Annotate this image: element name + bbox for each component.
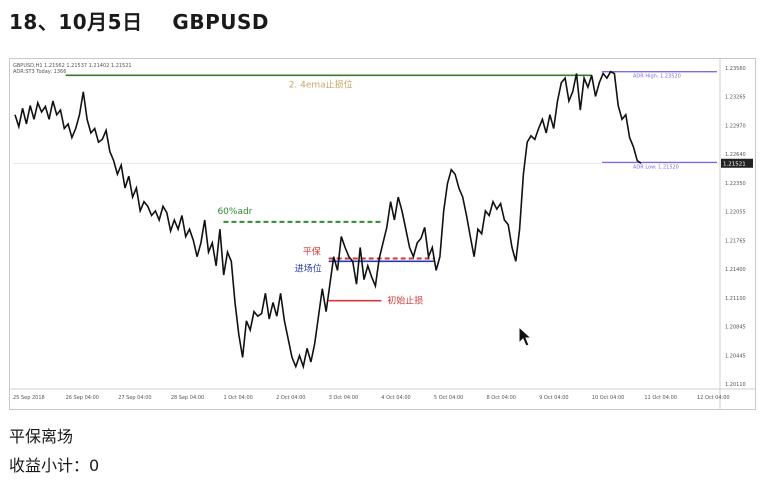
x-tick-label: 28 Sep 04:00 bbox=[171, 395, 204, 401]
price-chart: GBPUSD,H1 1.21562 1.21537 1.21402 1.2152… bbox=[9, 58, 756, 410]
x-tick-label: 11 Oct 04:00 bbox=[644, 395, 677, 401]
page-title: 18、10月5日 GBPUSD bbox=[9, 10, 269, 34]
y-tick-label: 1.21400 bbox=[725, 267, 746, 273]
x-tick-label: 4 Oct 04:00 bbox=[381, 395, 410, 401]
y-tick-label: 1.22055 bbox=[725, 210, 746, 216]
annotation-label: 60%adr bbox=[217, 207, 252, 217]
x-tick-label: 9 Oct 04:00 bbox=[539, 395, 568, 401]
y-tick-label: 1.20110 bbox=[725, 382, 746, 388]
price-chart-svg: GBPUSD,H1 1.21562 1.21537 1.21402 1.2152… bbox=[9, 58, 756, 410]
x-tick-label: 2 Oct 04:00 bbox=[276, 395, 305, 401]
annotation-label: 进场位 bbox=[295, 262, 322, 274]
mouse-cursor-icon bbox=[518, 326, 533, 347]
exit-note: 平保离场 bbox=[9, 427, 74, 446]
y-tick-label: 1.20845 bbox=[725, 325, 746, 331]
y-tick-labels: 1.23560 1.23265 1.22970 1.22640 1.22350 1.220… bbox=[725, 66, 746, 388]
y-tick-label: 1.22970 bbox=[725, 123, 746, 129]
adr-label: ADR Low: 1.21520 bbox=[633, 164, 679, 170]
y-tick-label: 1.23265 bbox=[725, 95, 746, 101]
y-tick-label: 1.22640 bbox=[725, 152, 746, 158]
x-tick-label: 26 Sep 04:00 bbox=[66, 395, 99, 401]
x-tick-label: 8 Oct 04:00 bbox=[487, 395, 516, 401]
x-tick-labels: 25 Sep 2018 26 Sep 04:00 27 Sep 04:00 28 Se… bbox=[13, 395, 730, 401]
annotation-label: 平保 bbox=[303, 246, 321, 258]
annotation-label: 2. 4ema止损位 bbox=[289, 78, 353, 90]
x-tick-label: 25 Sep 2018 bbox=[13, 395, 45, 401]
y-tick-label: 1.20445 bbox=[725, 353, 746, 359]
current-price-label: 1.21521 bbox=[723, 161, 746, 167]
x-tick-label: 27 Sep 04:00 bbox=[118, 395, 151, 401]
profit-subtotal: 收益小计：0 bbox=[9, 456, 100, 475]
y-tick-label: 1.23560 bbox=[725, 66, 746, 72]
current-price-box: 1.21521 bbox=[721, 158, 753, 168]
adr-label: ADR High: 1.23520 bbox=[633, 74, 681, 80]
x-tick-label: 12 Oct 04:00 bbox=[697, 395, 730, 401]
header-line2: ADR:ST3 Today: 1366 bbox=[13, 69, 66, 75]
symbol-header: GBPUSD,H1 1.21562 1.21537 1.21402 1.2152… bbox=[13, 63, 132, 69]
x-tick-label: 3 Oct 04:00 bbox=[329, 395, 358, 401]
y-tick-label: 1.22350 bbox=[725, 181, 746, 187]
y-tick-label: 1.21100 bbox=[725, 296, 746, 302]
annotation-label: 初始止损 bbox=[387, 295, 423, 307]
y-tick-label: 1.21765 bbox=[725, 238, 746, 244]
x-tick-label: 10 Oct 04:00 bbox=[592, 395, 625, 401]
x-tick-label: 1 Oct 04:00 bbox=[223, 395, 252, 401]
x-tick-label: 5 Oct 04:00 bbox=[434, 395, 463, 401]
plot-area bbox=[10, 59, 720, 389]
price-series-line bbox=[14, 70, 642, 370]
